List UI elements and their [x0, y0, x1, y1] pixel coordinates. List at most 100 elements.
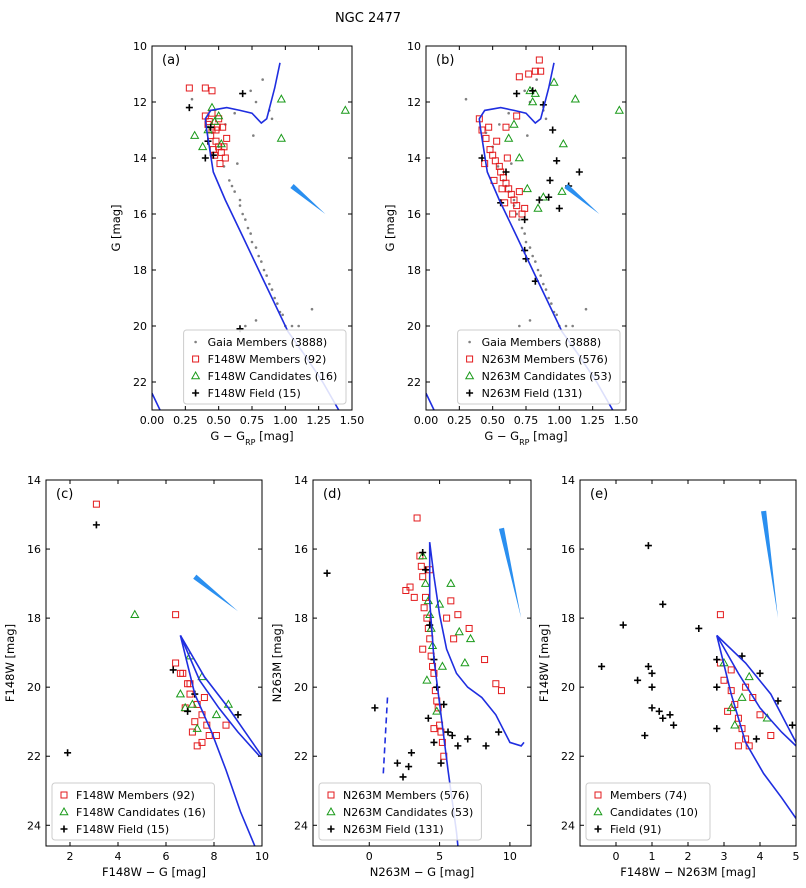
panel-e-plus-point — [695, 624, 703, 632]
panel-a-ytick-label: 16 — [133, 208, 147, 221]
panel-b-ytick-label: 12 — [407, 96, 421, 109]
panel-e-legend-marker — [594, 791, 602, 799]
panel-d-xtick-label: 5 — [436, 850, 443, 863]
panel-c-isochrone-line-0 — [179, 634, 262, 757]
panel-a-reddening-vector — [290, 184, 326, 214]
panel-e-ytick-label: 22 — [561, 750, 575, 763]
panel-d-ytick-label: 22 — [294, 750, 308, 763]
panel-d-triangle-point — [425, 609, 435, 618]
panel-e-plus-point — [774, 697, 782, 705]
panel-a-triangle-point — [340, 105, 350, 114]
panel-a-dot-point — [249, 89, 252, 93]
panel-e-plus-point — [659, 600, 667, 608]
panel-c-series-square — [92, 500, 230, 750]
panel-e-triangle-point — [726, 702, 736, 712]
panel-a-legend-entry: F148W Field (15) — [208, 387, 301, 400]
panel-b-dot-point — [544, 117, 548, 121]
panel-b-series-triangle — [504, 77, 624, 212]
panel-e-ytick-label: 20 — [561, 681, 575, 694]
panel-b-square-point — [482, 134, 490, 142]
panel-a-dot-point — [238, 204, 242, 207]
panel-a-dot-point — [260, 260, 263, 263]
panel-d-xtick-label: 0 — [366, 850, 373, 863]
panel-d-plus-point — [323, 569, 331, 577]
panel-b-ytick-label: 10 — [407, 40, 421, 53]
panel-d-plus-point — [430, 738, 438, 746]
panel-b: 0.00 0.25 0.50 0.75 1.00 1.25 1.50 10 12 14 16 18 20… — [383, 40, 638, 447]
panel-d-square-point — [497, 687, 505, 695]
panel-c-legend-entry: F148W Field (15) — [76, 823, 169, 836]
panel-d-square-point — [465, 624, 473, 632]
panel-a-legend-entry: Gaia Members (3888) — [208, 336, 328, 349]
panel-d-plus-point — [482, 742, 490, 750]
panel-a-dot-point — [246, 226, 250, 230]
panel-b-triangle-point — [549, 77, 559, 86]
panel-a-square-point — [221, 154, 229, 162]
panel-b-plus-point — [545, 193, 553, 201]
panel-d-ytick-label: 20 — [294, 681, 308, 694]
panel-c-ytick-label: 14 — [27, 474, 41, 487]
panel-e-plus-point — [756, 669, 764, 677]
panel-b-triangle-point — [614, 105, 624, 114]
panel-a-xtick-label: 0.50 — [206, 414, 231, 427]
panel-d-plus-point — [405, 763, 413, 771]
panel-d-series-square — [402, 514, 505, 760]
panel-c-plot-area — [64, 500, 262, 846]
panel-d-triangle-point — [432, 706, 442, 715]
panel-b-square-point — [505, 185, 513, 193]
panel-e-plus-point — [659, 714, 667, 722]
panel-d-plus-point — [437, 759, 445, 767]
panel-a-dot-point — [270, 117, 274, 121]
panel-e-xtick-label: 3 — [721, 850, 728, 863]
panel-a-square-point — [223, 134, 231, 142]
panel-d-legend-box — [318, 782, 482, 841]
panel-d-legend-marker — [327, 791, 335, 799]
panel-d-plus-point — [393, 759, 401, 767]
panel-b-dot-point — [498, 123, 501, 126]
panel-e-triangle-point — [737, 692, 747, 701]
panel-b-square-point — [525, 70, 533, 78]
panel-d-xlabel: N263M − G [mag] — [370, 865, 475, 879]
panel-e-xtick-label: 5 — [793, 850, 800, 863]
panel-e-plus-point — [738, 652, 746, 660]
panel-c-triangle-point — [130, 609, 140, 618]
panel-e-isochrone-line-2 — [716, 635, 796, 819]
panel-b-dot-point — [547, 296, 550, 300]
panel-d-plus-point — [422, 566, 430, 574]
panel-d-square-point — [447, 597, 455, 605]
panel-e-ytick-label: 24 — [561, 819, 575, 832]
panel-b-triangle-point — [528, 96, 538, 106]
figure-title: NGC 2477 — [335, 11, 401, 26]
panel-b-square-point — [485, 123, 493, 131]
panel-a-ytick-label: 20 — [133, 320, 147, 333]
panel-b-square-point — [521, 204, 529, 212]
panel-e-series-plus — [598, 542, 796, 743]
panel-d-plus-point — [419, 549, 427, 557]
panel-a-legend: Gaia Members (3888) F148W Members (92) F14… — [183, 329, 347, 405]
panel-b-triangle-point — [509, 119, 519, 128]
panel-b-dot-point — [524, 240, 528, 244]
panel-c-plus-point — [169, 666, 177, 674]
panel-a-plus-point — [185, 104, 193, 112]
panel-c-legend-marker — [60, 825, 68, 833]
panel-c-plus-point — [92, 521, 100, 529]
panel-d-ytick-label: 18 — [294, 612, 308, 625]
panel-a-dot-point — [228, 179, 231, 182]
panel-b-dot-point — [510, 162, 513, 165]
panel-a-series-plus — [185, 90, 247, 333]
panel-b-square-point — [515, 73, 523, 81]
panel-d-reddening-vector — [498, 527, 522, 619]
panel-d-square-point — [419, 573, 427, 581]
panel-b-square-point — [509, 210, 517, 218]
panel-c-square-point — [200, 694, 208, 702]
panel-c-square-point — [176, 669, 184, 677]
panel-a-dot-point — [250, 240, 254, 244]
panel-b-legend-marker — [468, 340, 471, 344]
panel-d-square-point — [434, 704, 442, 712]
panel-d-triangle-point — [420, 578, 431, 587]
panel-b-dot-point — [528, 246, 532, 249]
panel-b-legend-marker — [464, 370, 475, 380]
panel-d-plus-point — [464, 735, 472, 743]
panel-a-dot-point — [244, 218, 247, 221]
panel-d-square-point — [438, 738, 446, 746]
